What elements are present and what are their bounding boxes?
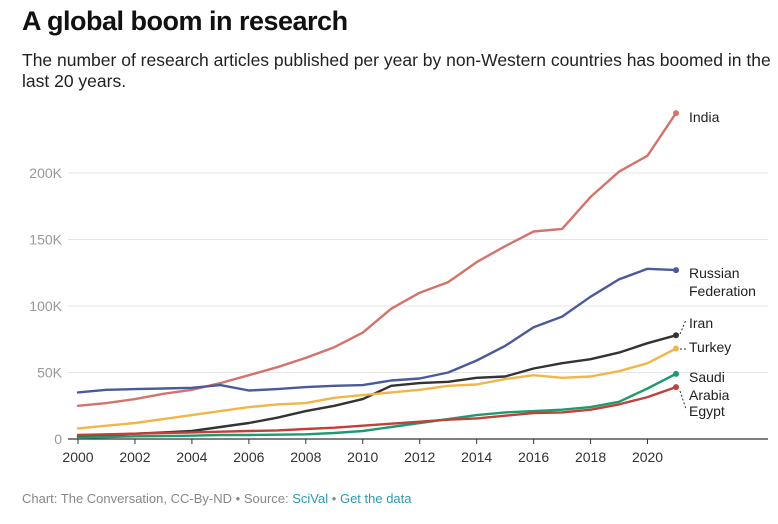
x-tick-label: 2000 bbox=[62, 449, 93, 465]
series-label-russian-federation: Russian bbox=[689, 265, 740, 281]
chart-subtitle: The number of research articles publishe… bbox=[22, 50, 771, 91]
series-line-egypt bbox=[76, 385, 678, 437]
chart-footer: Chart: The Conversation, CC-By-ND • Sour… bbox=[22, 491, 412, 506]
series-label-russian-federation: Federation bbox=[689, 283, 756, 299]
series-line-iran bbox=[76, 334, 678, 438]
series-end-point-egypt bbox=[673, 384, 679, 391]
series-lines bbox=[76, 110, 679, 439]
y-tick-label: 0 bbox=[54, 431, 62, 447]
label-leader-line bbox=[679, 390, 687, 410]
series-end-point-turkey bbox=[673, 345, 679, 352]
series-label-saudi-arabia: Saudi bbox=[689, 369, 725, 385]
series-end-point-iran bbox=[673, 332, 679, 339]
series-line-saudi-arabia bbox=[76, 372, 678, 439]
x-tick-label: 2010 bbox=[347, 449, 378, 465]
x-tick-label: 2018 bbox=[575, 449, 606, 465]
grid-lines bbox=[68, 172, 768, 440]
separator: • bbox=[331, 491, 337, 506]
label-leader-line bbox=[679, 319, 687, 335]
credit-text: Chart: The Conversation, CC-By-ND bbox=[22, 491, 232, 506]
series-end-point-russian-federation bbox=[673, 267, 679, 274]
series-label-saudi-arabia: Arabia bbox=[689, 387, 730, 403]
x-tick-label: 2006 bbox=[233, 449, 264, 465]
source-label: Source: bbox=[243, 491, 289, 506]
x-tick-label: 2020 bbox=[632, 449, 663, 465]
series-line-india bbox=[76, 111, 678, 407]
x-tick-label: 2004 bbox=[176, 449, 207, 465]
y-tick-label: 100K bbox=[29, 298, 62, 314]
x-tick-label: 2002 bbox=[119, 449, 150, 465]
get-data-link[interactable]: Get the data bbox=[339, 491, 412, 506]
x-tick-label: 2008 bbox=[290, 449, 321, 465]
source-link[interactable]: SciVal bbox=[292, 491, 329, 506]
y-tick-label: 50K bbox=[37, 365, 63, 381]
y-tick-label: 150K bbox=[29, 232, 62, 248]
separator: • bbox=[235, 491, 241, 506]
series-end-point-saudi-arabia bbox=[673, 370, 679, 377]
x-tick-label: 2016 bbox=[518, 449, 549, 465]
series-label-egypt: Egypt bbox=[689, 403, 725, 419]
y-axis-ticks: 0 50K 100K 150K 200K bbox=[29, 165, 62, 447]
line-chart: 0 50K 100K 150K 200K 2000 2002 2004 2006 2008 201… bbox=[29, 109, 768, 465]
y-tick-label: 200K bbox=[29, 165, 62, 181]
series-end-point-india bbox=[673, 110, 679, 117]
x-tick-label: 2012 bbox=[404, 449, 435, 465]
chart-title: A global boom in research bbox=[22, 6, 348, 36]
series-label-iran: Iran bbox=[689, 315, 713, 331]
series-labels: India Russian Federation Iran Turkey Saudi Ara… bbox=[679, 109, 756, 419]
x-axis-ticks: 2000 2002 2004 2006 2008 2010 2012 2014 2016 2018… bbox=[62, 439, 663, 465]
series-line-turkey bbox=[76, 347, 678, 430]
series-label-turkey: Turkey bbox=[689, 339, 731, 355]
x-tick-label: 2014 bbox=[461, 449, 492, 465]
series-line-russian-federation bbox=[76, 267, 678, 394]
series-label-india: India bbox=[689, 109, 720, 125]
